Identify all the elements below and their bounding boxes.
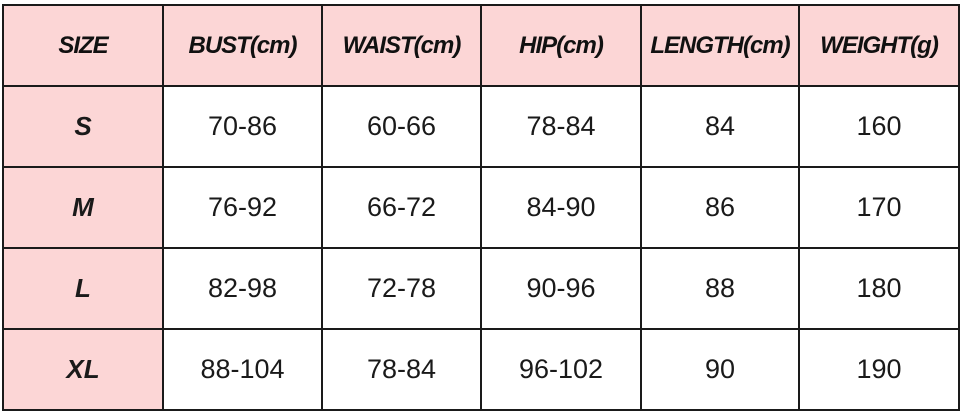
column-header: SIZE: [2, 4, 164, 87]
size-chart-table: SIZE BUST(cm) WAIST(cm) HIP(cm) LENGTH(cm) WE…: [2, 4, 960, 411]
table-cell: 78-84: [321, 328, 482, 411]
table-cell: 180: [798, 247, 960, 330]
column-header: BUST(cm): [162, 4, 323, 87]
table-cell: 84-90: [480, 166, 642, 249]
size-label-cell: M: [2, 166, 164, 249]
column-header: WAIST(cm): [321, 4, 482, 87]
table-cell: 90-96: [480, 247, 642, 330]
table-cell: 70-86: [162, 85, 323, 168]
header-row: SIZE BUST(cm) WAIST(cm) HIP(cm) LENGTH(cm) WE…: [2, 4, 960, 87]
table-cell: 88-104: [162, 328, 323, 411]
size-label-cell: XL: [2, 328, 164, 411]
table-cell: 84: [640, 85, 800, 168]
table-cell: 72-78: [321, 247, 482, 330]
table-row: M 76-92 66-72 84-90 86 170: [2, 166, 960, 249]
table-cell: 190: [798, 328, 960, 411]
table-cell: 82-98: [162, 247, 323, 330]
table-cell: 160: [798, 85, 960, 168]
table-row: XL 88-104 78-84 96-102 90 190: [2, 328, 960, 411]
column-header: LENGTH(cm): [640, 4, 800, 87]
table-cell: 86: [640, 166, 800, 249]
table-cell: 66-72: [321, 166, 482, 249]
table-cell: 90: [640, 328, 800, 411]
size-label-cell: L: [2, 247, 164, 330]
table-row: L 82-98 72-78 90-96 88 180: [2, 247, 960, 330]
column-header: HIP(cm): [480, 4, 642, 87]
table-cell: 96-102: [480, 328, 642, 411]
table-cell: 78-84: [480, 85, 642, 168]
table-cell: 170: [798, 166, 960, 249]
table-cell: 60-66: [321, 85, 482, 168]
table-row: S 70-86 60-66 78-84 84 160: [2, 85, 960, 168]
table-cell: 88: [640, 247, 800, 330]
column-header: WEIGHT(g): [798, 4, 960, 87]
table-cell: 76-92: [162, 166, 323, 249]
size-label-cell: S: [2, 85, 164, 168]
